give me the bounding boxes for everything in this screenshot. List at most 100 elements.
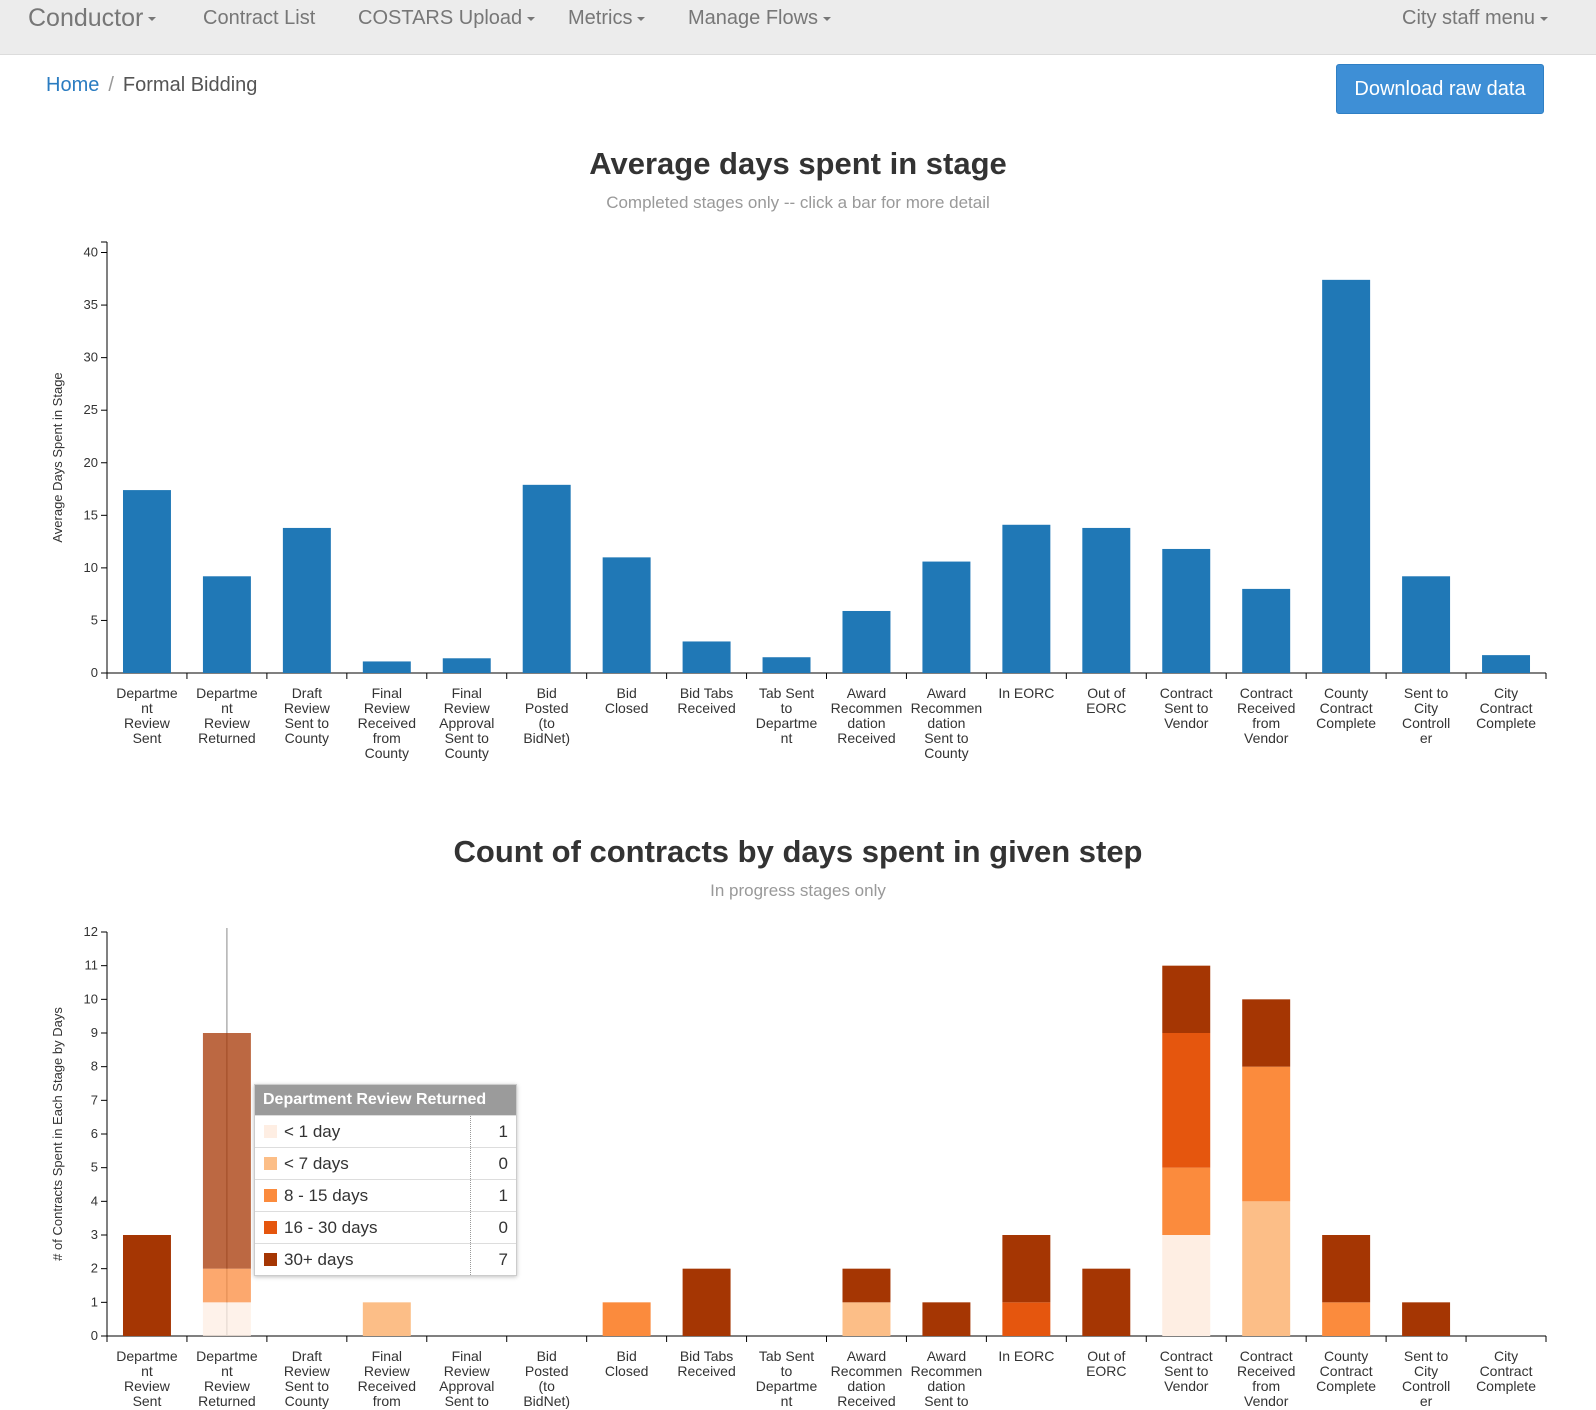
chart1-subtitle: Completed stages only -- click a bar for… — [606, 193, 990, 212]
tooltip-row: 8 - 15 days 1 — [255, 1179, 516, 1212]
x-category-label: Sent to — [1404, 685, 1449, 701]
x-category-label: Received — [837, 1393, 895, 1409]
x-category-label: Bid — [537, 685, 557, 701]
x-category-label: nt — [221, 1363, 233, 1379]
x-category-label: Closed — [605, 700, 649, 716]
x-category-label: nt — [141, 700, 153, 716]
x-category-label: Bid — [617, 685, 637, 701]
chevron-down-icon — [148, 17, 157, 22]
y-tick-label: 0 — [91, 1328, 98, 1343]
nav-costars-upload-label: COSTARS Upload — [358, 7, 523, 29]
x-category-label: Departme — [116, 1348, 178, 1364]
bar — [202, 576, 251, 673]
tooltip-label: 8 - 15 days — [284, 1185, 369, 1205]
y-tick-label: 8 — [91, 1059, 98, 1074]
x-category-label: Returned — [198, 1393, 256, 1409]
stacked-bar-segment — [1322, 1302, 1371, 1336]
nav-city-staff-menu-label: City staff menu — [1402, 7, 1536, 29]
x-category-label: Departme — [116, 685, 178, 701]
nav-metrics[interactable]: Metrics — [568, 0, 646, 40]
brand-menu[interactable]: Conductor — [28, 0, 157, 40]
y-tick-label: 1 — [91, 1294, 98, 1309]
x-category-label: Complete — [1316, 715, 1376, 731]
y-tick-label: 9 — [91, 1025, 98, 1040]
tooltip-row: 30+ days 7 — [255, 1243, 516, 1275]
stacked-bar-segment — [1002, 1235, 1051, 1303]
x-category-label: Complete — [1316, 1378, 1376, 1394]
y-tick-label: 15 — [84, 507, 98, 522]
x-category-label: City — [1494, 1348, 1518, 1364]
x-category-label: dation — [927, 715, 965, 731]
bar — [1482, 655, 1531, 673]
top-navbar: Conductor Contract List COSTARS Upload M… — [0, 0, 1596, 55]
tooltip-row: < 1 day 1 — [255, 1115, 516, 1148]
x-category-label: Final — [452, 1348, 482, 1364]
bar — [922, 561, 971, 673]
stacked-bar-segment — [682, 1268, 731, 1336]
bar — [1242, 588, 1291, 673]
x-category-label: Recommen — [911, 700, 983, 716]
x-category-label: Departme — [756, 1378, 818, 1394]
y-tick-label: 35 — [84, 297, 98, 312]
x-category-label: Received — [1237, 700, 1295, 716]
legend-swatch — [264, 1252, 277, 1266]
y-tick-label: 25 — [84, 402, 98, 417]
x-category-label: Contract — [1160, 1348, 1213, 1364]
y-tick-label: 30 — [84, 350, 98, 365]
x-category-label: Contract — [1240, 685, 1293, 701]
stacked-bar-segment — [842, 1268, 891, 1303]
x-category-label: er — [1420, 1393, 1433, 1409]
nav-contract-list[interactable]: Contract List — [203, 0, 315, 40]
x-category-label: (to — [539, 1378, 556, 1394]
x-category-label: Posted — [525, 1363, 569, 1379]
x-category-label: Bid — [617, 1348, 637, 1364]
x-category-label: nt — [221, 700, 233, 716]
x-category-label: from — [1252, 1378, 1280, 1394]
download-raw-data-button[interactable]: Download raw data — [1336, 64, 1544, 114]
x-category-label: Received — [358, 1378, 416, 1394]
y-tick-label: 5 — [91, 1160, 98, 1175]
tooltip-label: 16 - 30 days — [284, 1217, 378, 1237]
nav-contract-list-label: Contract List — [203, 7, 316, 29]
x-category-label: Contract — [1160, 685, 1213, 701]
stacked-bar-segment — [1162, 1167, 1211, 1235]
x-category-label: Vendor — [1244, 730, 1289, 746]
nav-manage-flows-label: Manage Flows — [688, 7, 819, 29]
x-category-label: Review — [364, 1363, 411, 1379]
bar — [1002, 524, 1051, 673]
y-tick-label: 40 — [84, 245, 98, 260]
stacked-bar-segment — [602, 1302, 651, 1336]
x-category-label: In EORC — [998, 685, 1054, 701]
x-category-label: Controll — [1402, 715, 1450, 731]
bar — [1402, 576, 1451, 673]
x-category-label: Received — [1237, 1363, 1295, 1379]
x-category-label: Sent to — [924, 1393, 969, 1409]
x-category-label: Contract — [1320, 1363, 1373, 1379]
x-category-label: to — [781, 700, 793, 716]
x-category-label: EORC — [1086, 700, 1126, 716]
x-category-label: Out of — [1087, 685, 1125, 701]
x-category-label: Sent to — [285, 715, 330, 731]
x-category-label: dation — [927, 1378, 965, 1394]
breadcrumb-home-link[interactable]: Home — [46, 74, 100, 96]
nav-city-staff-menu[interactable]: City staff menu — [1402, 0, 1549, 40]
brand-label: Conductor — [28, 4, 144, 32]
x-category-label: Final — [372, 685, 402, 701]
nav-manage-flows[interactable]: Manage Flows — [688, 0, 832, 40]
x-category-label: Bid Tabs — [680, 685, 733, 701]
x-category-label: Award — [847, 685, 886, 701]
x-category-label: Complete — [1476, 715, 1536, 731]
x-category-label: Sent — [133, 730, 162, 746]
x-category-label: County — [285, 1393, 329, 1409]
x-category-label: Approval — [439, 1378, 494, 1394]
x-category-label: from — [373, 1393, 401, 1409]
chevron-down-icon — [823, 16, 832, 21]
x-category-label: County — [445, 1408, 489, 1410]
x-category-label: Sent — [133, 1393, 162, 1409]
stacked-bar-segment — [1162, 1235, 1211, 1336]
x-category-label: In EORC — [998, 1348, 1054, 1364]
x-category-label: to — [781, 1363, 793, 1379]
y-tick-label: 11 — [85, 958, 99, 973]
nav-costars-upload[interactable]: COSTARS Upload — [358, 0, 536, 40]
x-category-label: County — [445, 745, 489, 761]
